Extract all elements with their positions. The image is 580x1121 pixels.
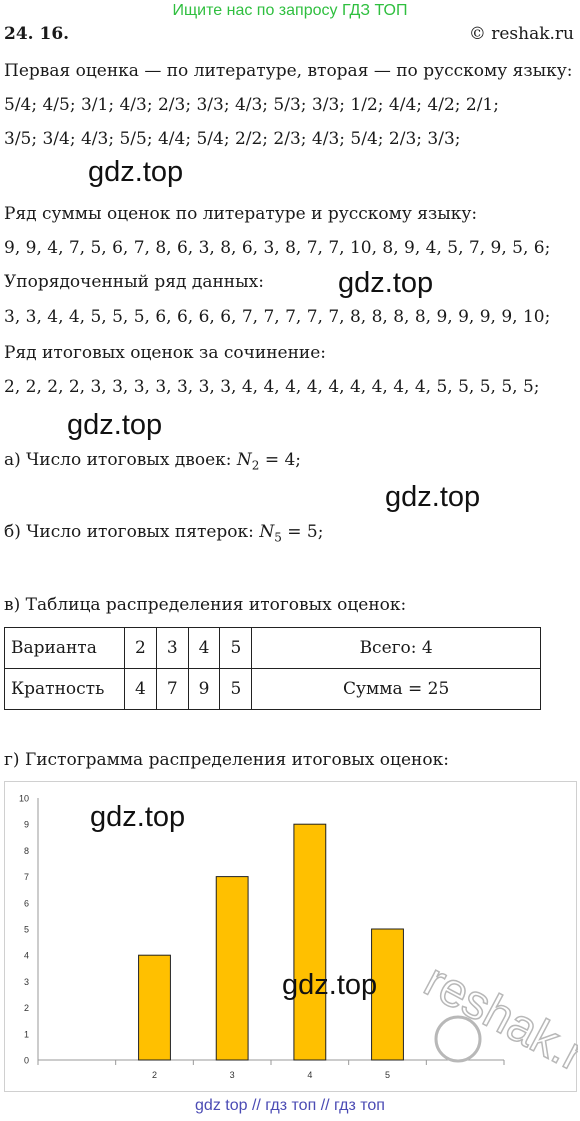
ordered-row: 3, 3, 4, 4, 5, 5, 5, 6, 6, 6, 6, 7, 7, 7…: [4, 307, 551, 327]
table-title: в) Таблица распределения итоговых оценок…: [4, 595, 407, 615]
watermark-text: gdz.top: [88, 156, 184, 188]
histogram-bar: [138, 954, 171, 1061]
copyright-icon: [434, 1015, 482, 1063]
answer-a-sub: 2: [251, 458, 260, 473]
histogram-title: г) Гистограмма распределения итоговых оц…: [4, 750, 449, 770]
table-cell: 9: [187, 668, 221, 710]
table-cell: Варианта: [4, 627, 125, 669]
pairs-row-1: 5/4; 4/5; 3/1; 4/3; 2/3; 3/3; 4/3; 5/3; …: [4, 95, 499, 115]
x-tick-label: 2: [152, 1070, 157, 1080]
y-tick-label: 1: [24, 1029, 29, 1039]
answer-a: а) Число итоговых двоек: N2 = 4;: [4, 450, 301, 472]
y-tick-label: 7: [24, 872, 29, 882]
table-row: Кратность 4 7 9 5 Сумма = 25: [4, 668, 541, 710]
answer-b-sub: 5: [274, 530, 282, 545]
intro-text: Первая оценка — по литературе, вторая — …: [4, 61, 573, 81]
x-tick-label: 4: [307, 1070, 312, 1080]
table-cell: 5: [219, 627, 253, 669]
y-tick-label: 5: [24, 925, 29, 935]
sum-title: Ряд суммы оценок по литературе и русском…: [4, 204, 478, 224]
table-cell: 3: [155, 627, 189, 669]
footer-links[interactable]: gdz top // гдз топ // гдз топ: [195, 1097, 385, 1114]
task-number: 24. 16.: [4, 24, 70, 44]
ordered-title: Упорядоченный ряд данных:: [4, 272, 264, 292]
watermark-text: gdz.top: [338, 267, 434, 299]
final-row: 2, 2, 2, 2, 3, 3, 3, 3, 3, 3, 3, 4, 4, 4…: [4, 377, 540, 397]
table-cell: Кратность: [4, 668, 125, 710]
answer-b-text: б) Число итоговых пятерок:: [4, 522, 254, 542]
answer-b-var: N: [259, 522, 275, 542]
histogram-bar: [293, 823, 327, 1061]
answer-a-var: N: [236, 450, 252, 470]
y-tick-label: 4: [24, 951, 29, 961]
search-banner[interactable]: Ищите нас по запросу ГДЗ ТОП: [172, 2, 408, 19]
watermark-text: gdz.top: [385, 481, 481, 513]
y-tick-label: 6: [24, 898, 29, 908]
y-tick-label: 3: [24, 977, 29, 987]
y-tick-label: 10: [19, 794, 29, 804]
table-cell: 7: [155, 668, 189, 710]
histogram-bar: [371, 928, 404, 1061]
y-tick-label: 0: [24, 1056, 29, 1066]
y-tick-label: 8: [24, 846, 29, 856]
x-tick-label: 3: [230, 1070, 235, 1080]
table-cell: 2: [124, 627, 157, 669]
distribution-table: Варианта 2 3 4 5 Всего: 4 Кратность 4 7 …: [4, 627, 541, 710]
answer-b-value: = 5;: [281, 522, 324, 542]
answer-a-text: а) Число итоговых двоек:: [4, 450, 232, 470]
table-row: Варианта 2 3 4 5 Всего: 4: [4, 627, 541, 669]
final-title: Ряд итоговых оценок за сочинение:: [4, 343, 327, 363]
histogram-bar: [215, 876, 249, 1061]
table-cell: 5: [219, 668, 253, 710]
answer-b: б) Число итоговых пятерок: N5 = 5;: [4, 522, 323, 544]
y-tick-label: 9: [24, 820, 29, 830]
watermark-text: gdz.top: [282, 969, 377, 1001]
y-tick-label: 2: [24, 1003, 29, 1013]
sum-row: 9, 9, 4, 7, 5, 6, 7, 8, 6, 3, 8, 6, 3, 8…: [4, 238, 551, 258]
watermark-text: gdz.top: [67, 409, 163, 441]
table-cell: Всего: 4: [251, 627, 541, 669]
answer-a-value: = 4;: [259, 450, 302, 470]
pairs-row-2: 3/5; 3/4; 4/3; 5/5; 4/4; 5/4; 2/2; 2/3; …: [4, 129, 461, 149]
site-label: © reshak.ru: [468, 24, 574, 44]
table-cell: 4: [124, 668, 157, 710]
watermark-text: gdz.top: [90, 801, 185, 833]
x-tick-label: 5: [385, 1070, 390, 1080]
table-cell: Сумма = 25: [251, 668, 541, 710]
table-cell: 4: [187, 627, 221, 669]
